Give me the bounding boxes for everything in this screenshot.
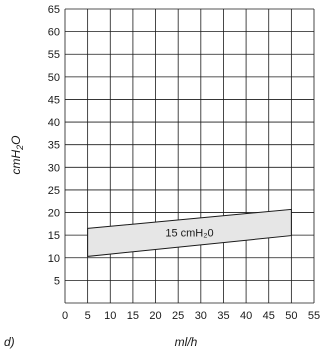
x-tick-label: 35 <box>217 310 229 322</box>
y-tick-label: 10 <box>48 253 60 265</box>
y-tick-label: 35 <box>48 140 60 152</box>
x-tick-label: 25 <box>172 310 184 322</box>
x-tick-label: 15 <box>127 310 139 322</box>
band-label: 15 cmH₂0 <box>165 227 213 239</box>
tick-labels: 5 10 15 20 25 30 35 40 45 50 55 60 65 0 5 10 15 20 25 30 35 4… <box>48 4 320 322</box>
x-tick-label: 5 <box>85 310 91 322</box>
y-tick-label: 45 <box>48 94 60 106</box>
y-axis-label-suffix: O <box>9 135 23 144</box>
plot-area <box>65 9 314 303</box>
y-axis-label: cmH2O <box>9 135 25 174</box>
y-tick-label: 15 <box>48 230 60 242</box>
y-tick-label: 50 <box>48 72 60 84</box>
y-axis-label-h: H <box>9 150 23 159</box>
band-layer: 15 cmH₂0 <box>87 208 292 257</box>
x-tick-label: 0 <box>62 310 68 322</box>
y-tick-label: 40 <box>48 117 60 129</box>
y-tick-label: 30 <box>48 162 60 174</box>
y-axis-label-sub: 2 <box>15 145 25 151</box>
grid <box>64 8 315 304</box>
x-tick-label: 10 <box>104 310 116 322</box>
y-tick-label: 5 <box>54 275 60 287</box>
pressure-band <box>87 208 292 257</box>
x-tick-label: 50 <box>285 310 297 322</box>
x-tick-label: 20 <box>149 310 161 322</box>
x-tick-label: 55 <box>308 310 320 322</box>
x-tick-label: 30 <box>195 310 207 322</box>
panel-label: d) <box>4 335 15 349</box>
y-tick-label: 60 <box>48 27 60 39</box>
y-tick-label: 55 <box>48 49 60 61</box>
x-tick-label: 45 <box>263 310 275 322</box>
y-axis-label-prefix: cm <box>9 159 23 175</box>
x-tick-label: 40 <box>240 310 252 322</box>
y-tick-label: 65 <box>48 4 60 16</box>
y-tick-label: 25 <box>48 185 60 197</box>
x-axis-label: ml/h <box>175 335 198 349</box>
y-tick-label: 20 <box>48 208 60 220</box>
